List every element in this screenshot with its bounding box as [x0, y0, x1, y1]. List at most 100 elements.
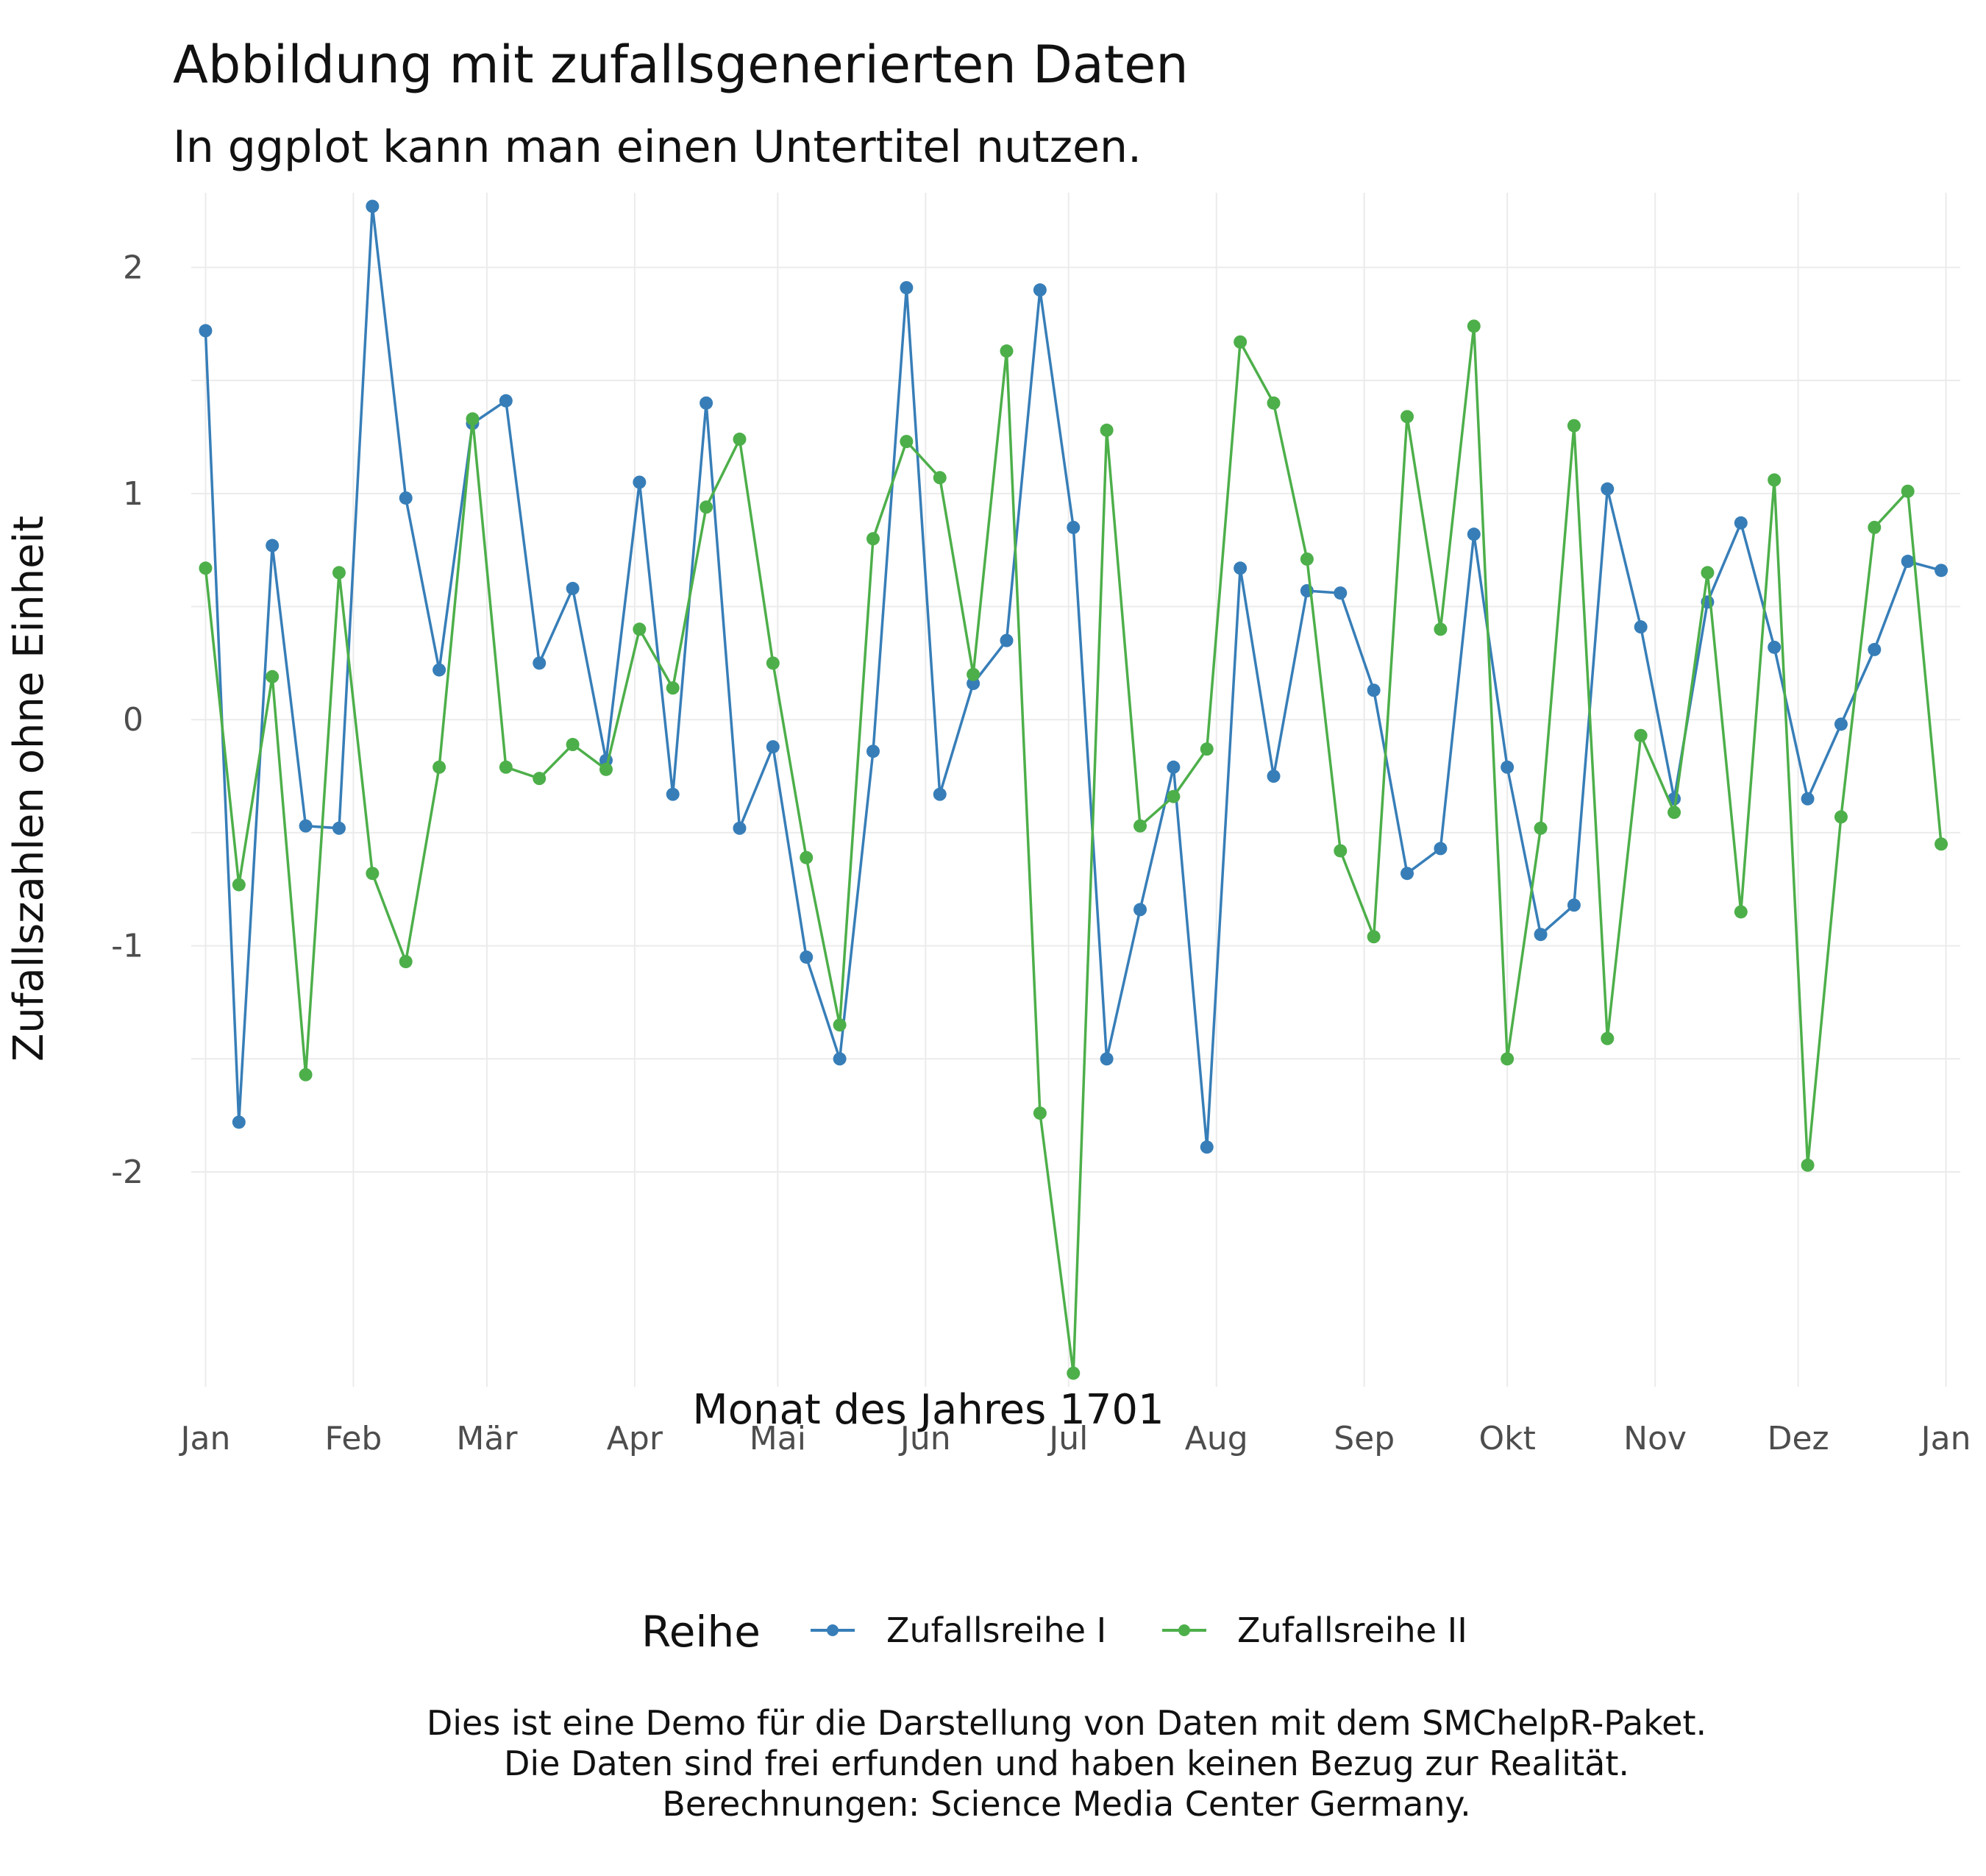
caption-line: Dies ist eine Demo für die Darstellung v… [427, 1703, 1706, 1743]
data-point [1567, 898, 1581, 912]
legend: Reihe Zufallsreihe I Zufallsreihe II [641, 1607, 1467, 1657]
data-point [199, 324, 213, 338]
data-point [1100, 1052, 1114, 1066]
legend-label: Zufallsreihe II [1237, 1610, 1467, 1650]
y-axis-ticks: 2 1 0 -1 -2 [111, 249, 143, 1191]
data-point [967, 677, 980, 691]
data-point [1634, 728, 1648, 742]
data-point [800, 850, 814, 864]
x-tick-label: Jan [179, 1420, 231, 1457]
data-point [1400, 867, 1414, 881]
data-point [1534, 928, 1548, 942]
x-tick-label: Sep [1334, 1420, 1395, 1457]
y-tick-label: 2 [123, 249, 143, 286]
data-point [1234, 335, 1248, 349]
legend-item-zufallsreihe-i: Zufallsreihe I [811, 1610, 1106, 1650]
y-tick-label: 0 [123, 701, 143, 739]
data-point [666, 681, 680, 695]
data-point [1167, 789, 1181, 803]
y-tick-label: -1 [111, 928, 143, 965]
data-point [599, 762, 613, 776]
data-point [733, 821, 747, 835]
data-point [1033, 283, 1047, 297]
data-point [866, 532, 880, 546]
data-point [1601, 482, 1615, 496]
data-point [1133, 819, 1147, 833]
data-point [766, 656, 780, 670]
data-point [1734, 905, 1748, 919]
x-tick-label: Aug [1185, 1420, 1248, 1457]
data-point [433, 760, 446, 774]
data-point [833, 1018, 847, 1032]
data-point [1100, 423, 1114, 437]
x-tick-label: Mai [750, 1420, 806, 1457]
data-point [1668, 806, 1681, 820]
data-point [1834, 810, 1848, 824]
data-point [1567, 419, 1581, 433]
legend-key-point [1178, 1624, 1190, 1636]
data-point [733, 433, 747, 447]
data-point [299, 819, 313, 833]
data-point [1467, 527, 1481, 541]
x-tick-label: Apr [607, 1420, 663, 1457]
data-point [933, 787, 947, 801]
data-point [1000, 344, 1014, 358]
legend-key-point [827, 1624, 839, 1636]
x-tick-label: Dez [1768, 1420, 1829, 1457]
data-point [1501, 760, 1515, 774]
chart-title: Abbildung mit zufallsgenerierten Daten [173, 35, 1189, 95]
data-point [833, 1052, 847, 1066]
data-point [1200, 742, 1214, 756]
data-point [1367, 683, 1381, 697]
data-point [1634, 620, 1648, 634]
series-line [204, 205, 1942, 1148]
data-point [766, 740, 780, 754]
data-point [1935, 564, 1948, 578]
x-tick-label: Nov [1623, 1420, 1687, 1457]
data-point [232, 878, 246, 892]
data-point [266, 669, 280, 683]
data-point [1868, 520, 1882, 534]
y-axis-title: Zufallszahlen ohne Einheit [5, 516, 53, 1062]
data-point [1734, 516, 1748, 530]
data-point [1501, 1052, 1515, 1066]
series-layer [199, 199, 1948, 1380]
data-point [1334, 844, 1348, 858]
data-point [1300, 552, 1314, 566]
data-point [1534, 821, 1548, 835]
data-point [900, 435, 914, 449]
data-point [199, 561, 213, 575]
series-2 [199, 319, 1948, 1380]
data-point [266, 539, 280, 553]
data-point [1935, 837, 1948, 851]
data-point [1167, 760, 1181, 774]
x-tick-label: Jan [1919, 1420, 1971, 1457]
data-point [332, 821, 346, 835]
x-tick-label: Jun [898, 1420, 951, 1457]
data-point [1801, 792, 1815, 806]
data-point [232, 1115, 246, 1129]
series-line [204, 324, 1943, 1375]
data-point [1400, 410, 1414, 424]
data-point [666, 787, 680, 801]
x-axis-ticks: Jan Feb Mär Apr Mai Jun Jul Aug Sep Okt Nov Dez Jan [179, 1420, 1971, 1457]
data-point [1768, 473, 1782, 487]
x-tick-label: Okt [1478, 1420, 1535, 1457]
data-point [1234, 561, 1248, 575]
data-point [433, 663, 446, 677]
data-point [1367, 930, 1381, 944]
data-point [499, 394, 513, 408]
data-point [1701, 566, 1715, 580]
data-point [1601, 1031, 1615, 1045]
legend-label: Zufallsreihe I [886, 1610, 1106, 1650]
data-point [933, 471, 947, 485]
x-tick-label: Feb [324, 1420, 382, 1457]
data-point [700, 396, 713, 410]
data-point [1901, 555, 1915, 569]
data-point [1067, 520, 1081, 534]
y-tick-label: -2 [111, 1154, 143, 1191]
data-point [1834, 717, 1848, 731]
data-point [1334, 586, 1348, 600]
data-point [1434, 842, 1448, 856]
